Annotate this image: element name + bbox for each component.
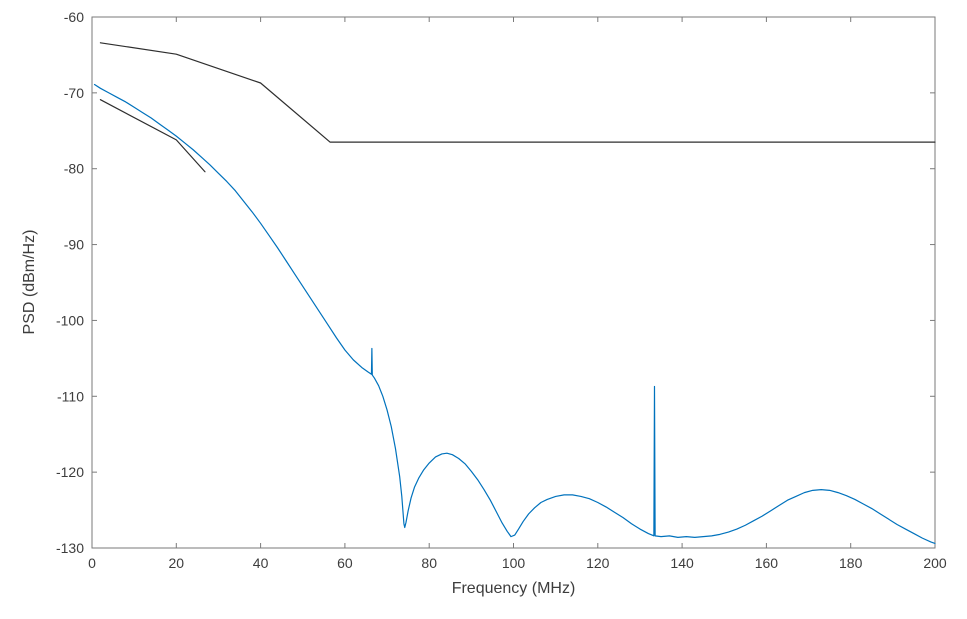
x-tick-label: 60 (337, 555, 353, 571)
x-tick-label: 100 (502, 555, 526, 571)
y-tick-label: -130 (56, 540, 84, 556)
y-tick-label: -90 (64, 237, 84, 253)
x-tick-label: 160 (755, 555, 779, 571)
series-measured-psd (93, 83, 936, 545)
x-tick-label: 20 (169, 555, 185, 571)
x-tick-label: 120 (586, 555, 610, 571)
x-axis-label: Frequency (MHz) (451, 580, 576, 597)
x-tick-label: 40 (253, 555, 269, 571)
y-axis-label: PSD (dBm/Hz) (21, 229, 38, 335)
y-tick-label: -100 (56, 312, 84, 328)
y-tick-label: -80 (64, 161, 84, 177)
x-tick-label: 0 (88, 555, 96, 571)
y-tick-label: -70 (64, 85, 84, 101)
y-tick-label: -110 (57, 388, 84, 404)
y-tick-label: -120 (56, 464, 84, 480)
y-tick-label: -60 (64, 9, 84, 25)
x-tick-label: 80 (421, 555, 437, 571)
x-tick-label: 140 (670, 555, 694, 571)
x-tick-label: 200 (923, 555, 947, 571)
series-psd-mask-upper (99, 42, 936, 143)
axes-box (91, 16, 936, 549)
series-psd-mask-lower (99, 99, 206, 173)
x-tick-label: 180 (839, 555, 863, 571)
